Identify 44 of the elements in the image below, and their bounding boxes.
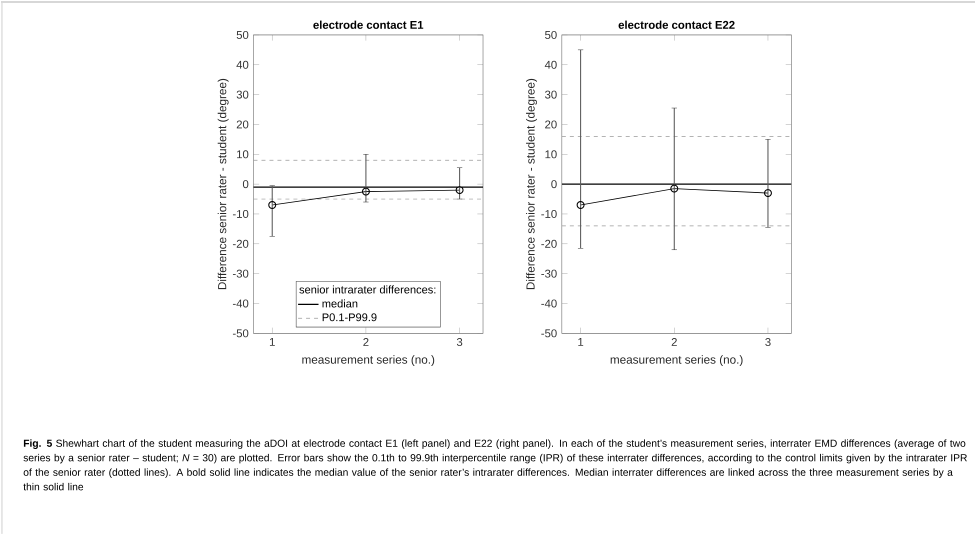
- point: [362, 188, 370, 196]
- point: [670, 184, 678, 193]
- y-tick-label: -40: [232, 300, 248, 308]
- y-tick-label: 20: [236, 120, 248, 129]
- x-tick-label: 2: [672, 338, 677, 346]
- x-tick-label: 3: [456, 338, 462, 346]
- point: [576, 201, 585, 210]
- legend-label: median: [322, 300, 358, 308]
- x-tick-label: 1: [578, 338, 584, 346]
- x-tick-label: 3: [765, 338, 771, 346]
- y-tick-label: -50: [541, 330, 557, 338]
- y-tick-label: 30: [545, 90, 557, 99]
- y-tick-label: -20: [232, 240, 248, 248]
- y-tick-label: -10: [232, 210, 248, 218]
- y-tick-label: 0: [551, 180, 557, 188]
- y-tick-label: 40: [236, 60, 248, 69]
- y-tick-label: -50: [232, 330, 248, 338]
- y-tick-label: 50: [545, 31, 557, 40]
- legend-label: P0.1-P99.9: [322, 314, 377, 322]
- y-tick-label: 0: [242, 180, 248, 188]
- x-tick-label: 2: [363, 338, 368, 346]
- x-axis-title: measurement series (no.): [610, 355, 743, 366]
- point: [456, 186, 464, 194]
- x-axis-title: measurement series (no.): [302, 355, 434, 366]
- y-tick-label: 30: [236, 90, 248, 99]
- y-tick-label: 50: [236, 31, 248, 40]
- y-tick-label: 10: [545, 150, 557, 158]
- y-tick-label: 20: [545, 120, 557, 129]
- point: [764, 189, 772, 198]
- y-tick-label: 10: [237, 150, 248, 158]
- text: Fig. 5 Shewhart chart of the student measuring the aDOI at electrode contact E1 (left panel) and E22 (right panel). In each of the student’s measurement series, interrater EMD differences (average of two series by a senior rater – student; N = 30) are plotted. Error bars show the 0.1th to 99.9th interpercentile range (IPR) of these interrater differences, according to the control limits given by the intrarater IPR of the senior rater (dotted lines). A bold solid line indicates the median value of the senior rater’s intrarater differences. Median interrater differences are linked across the three measurement series by a thin solid line: [23, 440, 967, 491]
- x-tick-label: 1: [270, 338, 275, 346]
- chart-title: electrode contact E22: [618, 20, 735, 30]
- y-axis-title: Difference senior rater - student (degree): [218, 79, 229, 290]
- y-tick-label: -20: [541, 240, 557, 248]
- y-axis-title: Difference senior rater - student (degree): [526, 79, 537, 290]
- y-tick-label: -30: [541, 270, 557, 278]
- legend-title: senior intrarater differences:: [299, 286, 436, 294]
- y-tick-label: 40: [544, 60, 557, 69]
- y-tick-label: -40: [541, 300, 557, 308]
- chart-title: electrode contact E1: [313, 20, 424, 30]
- point: [268, 201, 276, 210]
- y-tick-label: -10: [541, 210, 557, 218]
- y-tick-label: -30: [232, 270, 248, 278]
